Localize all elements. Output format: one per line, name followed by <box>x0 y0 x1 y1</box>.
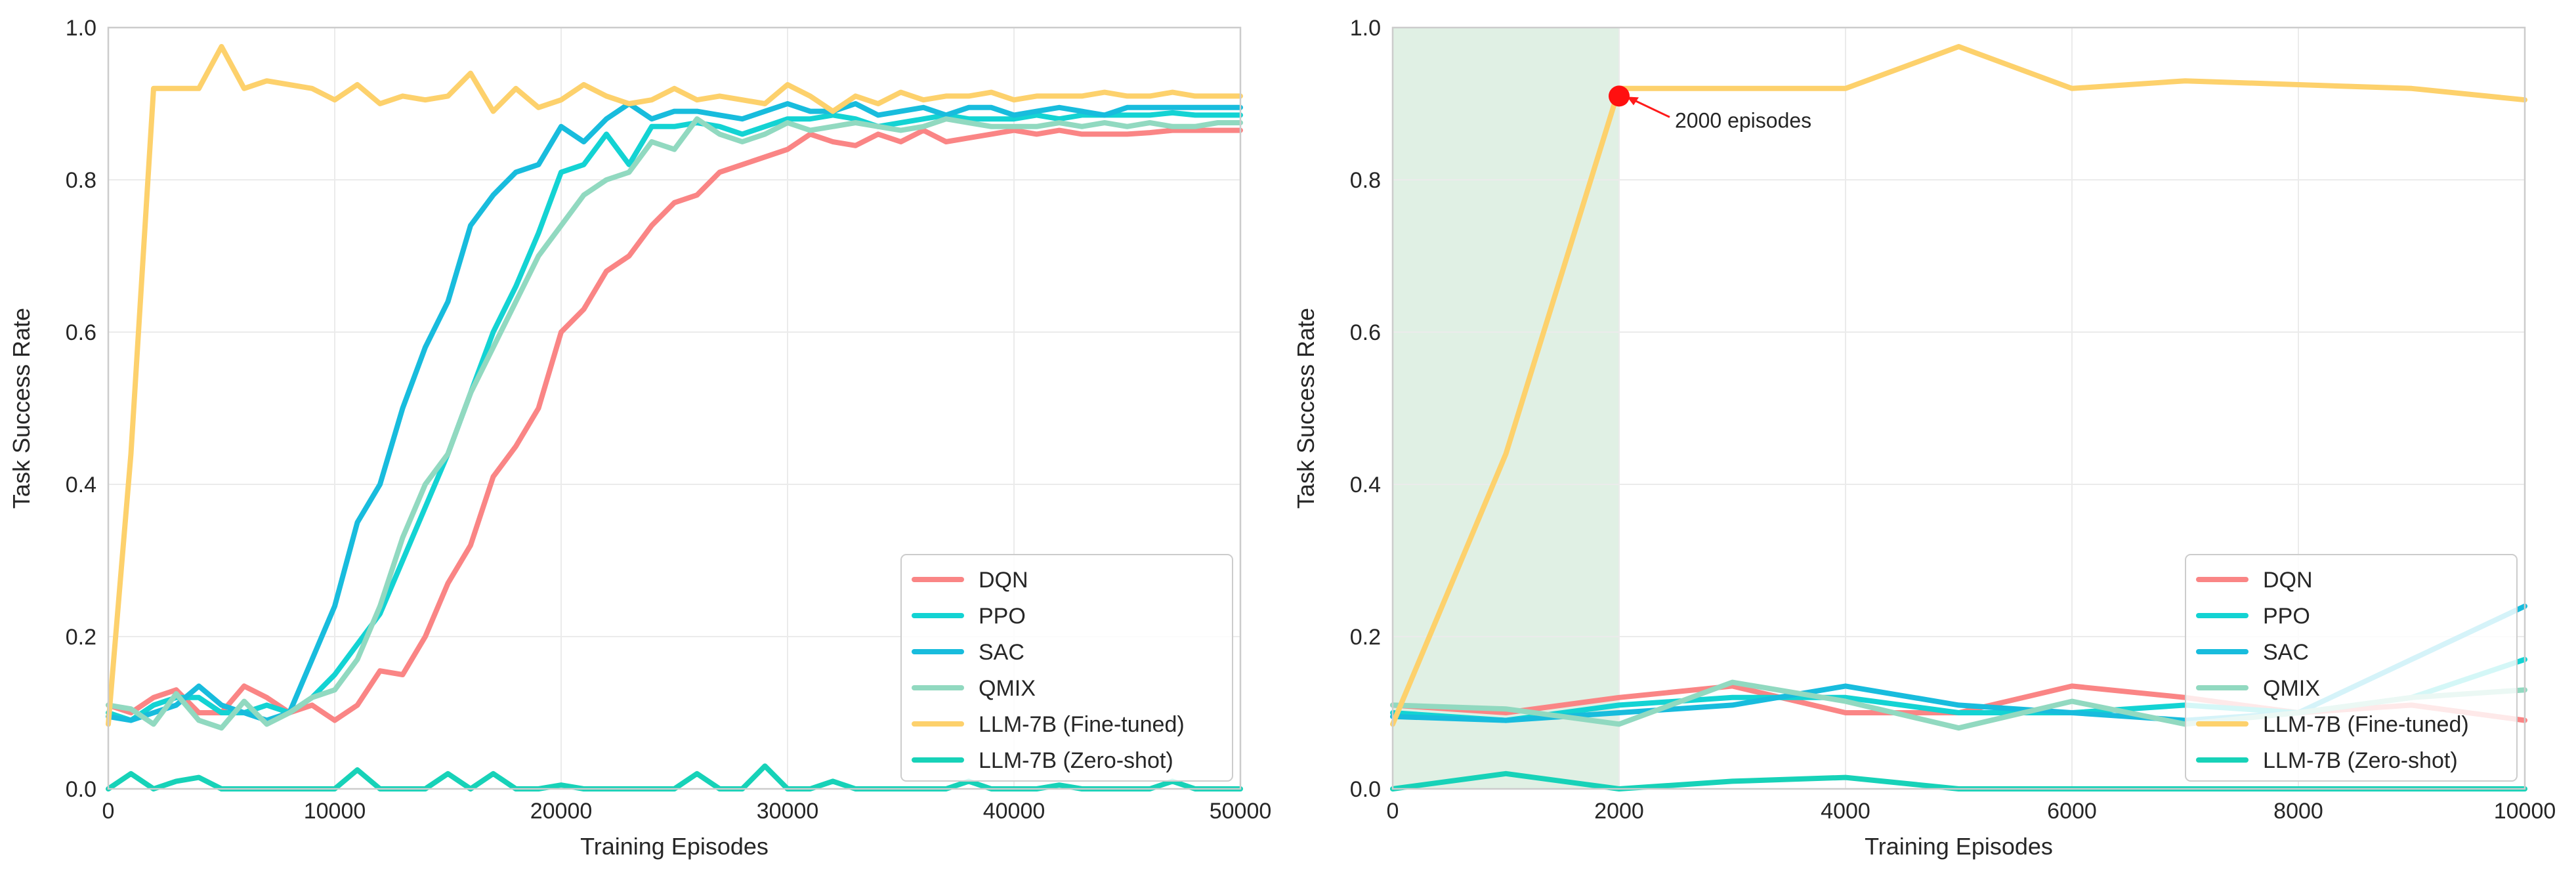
legend-label: LLM-7B (Zero-shot) <box>2263 748 2458 773</box>
y-tick-label: 0.0 <box>1350 777 1381 802</box>
legend-label: QMIX <box>979 676 1036 701</box>
x-tick-label: 50000 <box>1210 799 1272 824</box>
y-axis-label: Task Success Rate <box>1292 308 1319 509</box>
y-tick-label: 0.2 <box>66 625 96 650</box>
y-tick-label: 0.0 <box>66 777 96 802</box>
chart-left: 0 10000 20000 30000 40000 50000 0.0 0.2 0.4 0.6 0.… <box>8 16 1271 860</box>
legend-label: QMIX <box>2263 676 2320 701</box>
legend-box <box>900 554 1233 782</box>
x-tick-label: 20000 <box>530 799 593 824</box>
legend-box <box>2185 554 2518 782</box>
chart-right: 2000 episodes 0 2000 4000 6000 8000 10000 0.0 0.… <box>1292 16 2556 860</box>
x-tick-label: 8000 <box>2273 799 2323 824</box>
x-axis-label: Training Episodes <box>580 833 769 860</box>
legend: DQN PPO SAC QMIX LLM-7B (Fine-tuned) LLM-7B (… <box>900 554 1233 782</box>
legend-label: LLM-7B (Fine-tuned) <box>979 712 1185 737</box>
legend-label: SAC <box>2263 640 2309 665</box>
legend-label: SAC <box>979 640 1024 665</box>
x-tick-label: 0 <box>102 799 115 824</box>
y-tick-label: 0.8 <box>66 168 96 193</box>
shaded-region <box>1392 27 1620 790</box>
annotation-marker <box>1609 85 1630 107</box>
series-line-sac <box>106 101 1243 723</box>
y-tick-label: 0.8 <box>1350 168 1381 193</box>
series-line-llm-7b-fine-tuned- <box>106 44 1243 727</box>
legend-label: LLM-7B (Fine-tuned) <box>2263 712 2469 737</box>
y-tick-label: 0.6 <box>66 320 96 345</box>
x-tick-label: 0 <box>1387 799 1399 824</box>
annotation-arrow <box>1630 98 1670 118</box>
x-tick-label: 10000 <box>304 799 366 824</box>
series-line-llm-7b-fine-tuned- <box>1390 44 2527 727</box>
annotation-arrowhead <box>1627 96 1639 106</box>
legend: DQN PPO SAC QMIX LLM-7B (Fine-tuned) LLM-7B (… <box>2185 554 2518 782</box>
legend-label: PPO <box>979 604 1026 629</box>
x-tick-label: 30000 <box>757 799 819 824</box>
y-tick-label: 0.6 <box>1350 320 1381 345</box>
plot-frame <box>1391 26 2526 790</box>
annotation-text: 2000 episodes <box>1675 108 1811 132</box>
x-tick-label: 2000 <box>1594 799 1644 824</box>
y-tick-label: 1.0 <box>66 16 96 41</box>
y-tick-label: 0.2 <box>1350 625 1381 650</box>
legend-label: PPO <box>2263 604 2310 629</box>
x-tick-label: 10000 <box>2494 799 2556 824</box>
y-axis-label: Task Success Rate <box>8 308 35 509</box>
y-tick-label: 1.0 <box>1350 16 1381 41</box>
legend-label: DQN <box>2263 568 2313 593</box>
x-tick-label: 4000 <box>1821 799 1870 824</box>
legend-label: LLM-7B (Zero-shot) <box>979 748 1173 773</box>
y-tick-label: 0.4 <box>66 473 96 497</box>
y-tick-label: 0.4 <box>1350 473 1381 497</box>
series-line-qmix <box>106 116 1243 731</box>
x-tick-label: 40000 <box>983 799 1045 824</box>
x-tick-label: 6000 <box>2047 799 2097 824</box>
legend-label: DQN <box>979 568 1028 593</box>
x-axis-label: Training Episodes <box>1865 833 2053 860</box>
plot-frame <box>107 26 1242 790</box>
